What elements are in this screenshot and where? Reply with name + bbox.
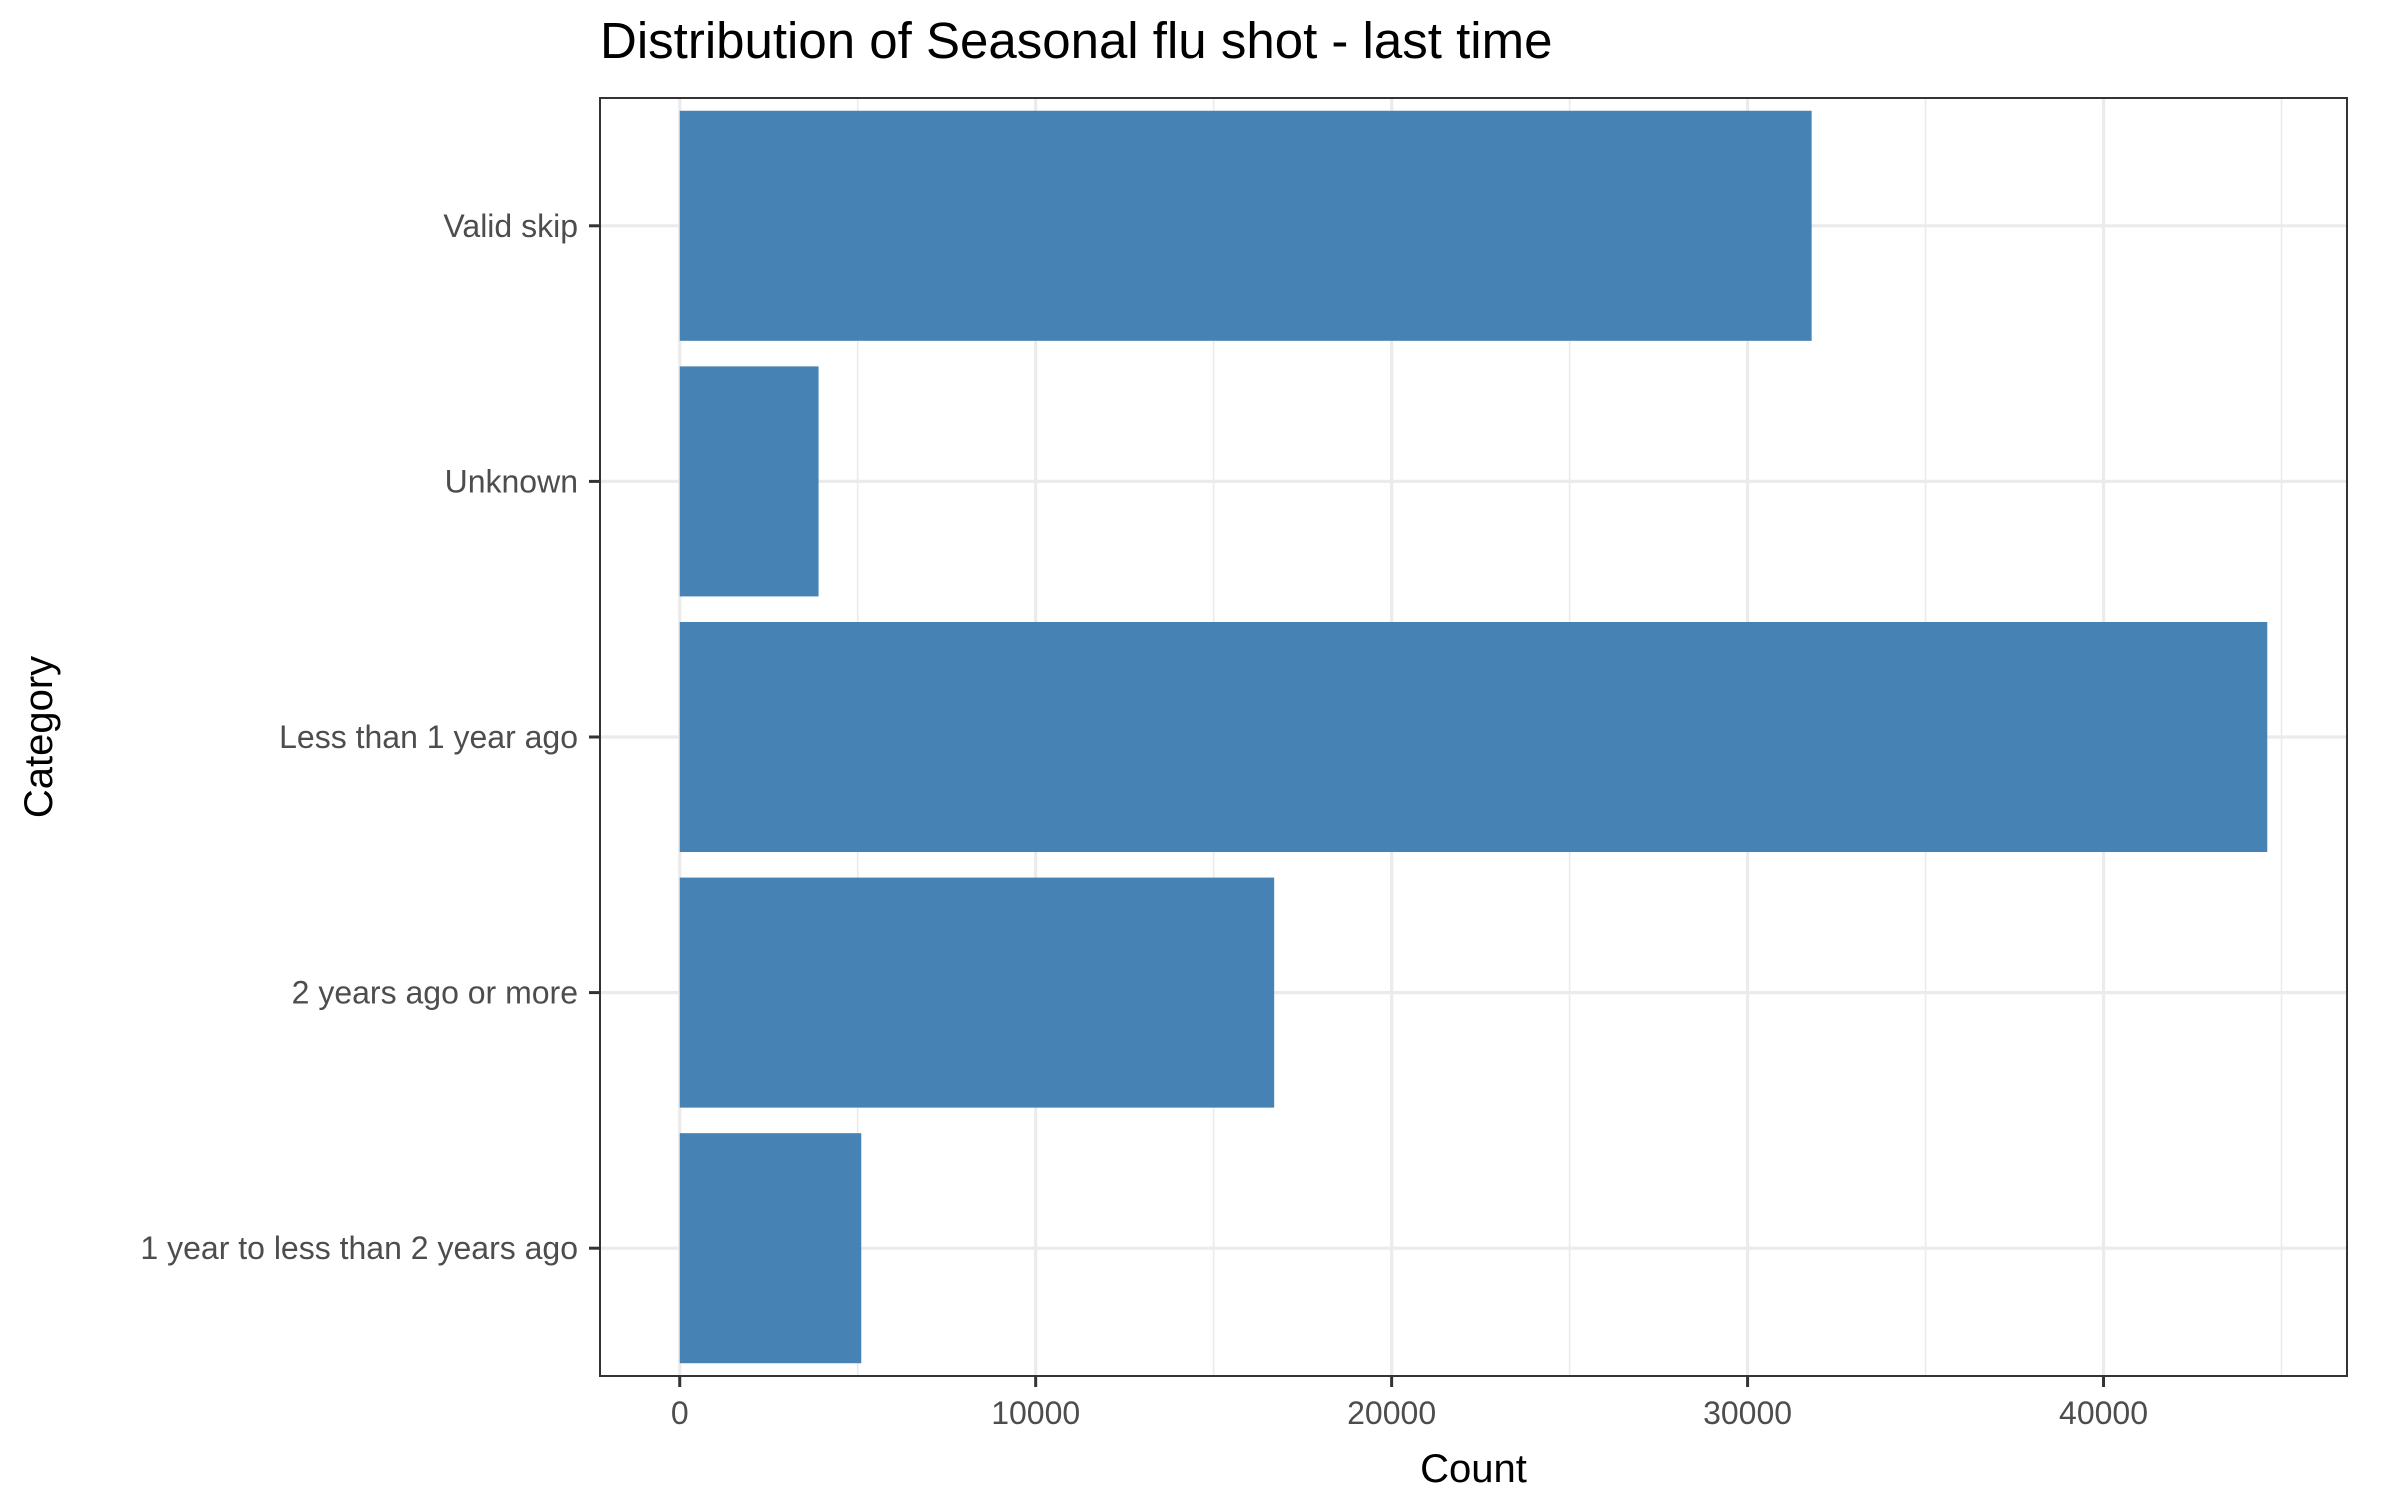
- bar-1-year-to-less-than-2-years-ago: [679, 1133, 862, 1364]
- x-tick-label: 10000: [991, 1395, 1080, 1431]
- x-axis-title: Count: [1420, 1447, 1527, 1491]
- y-tick-label: Unknown: [445, 463, 578, 499]
- y-axis-title: Category: [17, 656, 61, 818]
- x-tick-label: 40000: [2059, 1395, 2148, 1431]
- bar-unknown: [679, 366, 819, 597]
- x-tick-label: 20000: [1347, 1395, 1436, 1431]
- x-tick-label: 30000: [1703, 1395, 1792, 1431]
- bar-valid-skip: [679, 110, 1812, 341]
- axes: 0 10000 20000 30000 40000 1 year to less than…: [140, 208, 2148, 1431]
- y-tick-label: Less than 1 year ago: [279, 719, 578, 755]
- y-tick-label: Valid skip: [443, 208, 578, 244]
- x-tick-label: 0: [671, 1395, 689, 1431]
- bar-2-years-ago-or-more: [679, 877, 1275, 1108]
- bars: [679, 110, 2268, 1364]
- y-tick-label: 1 year to less than 2 years ago: [140, 1230, 578, 1266]
- y-tick-label: 2 years ago or more: [292, 975, 578, 1011]
- chart-title: Distribution of Seasonal flu shot - last…: [600, 12, 1552, 69]
- bar-less-than-1-year-ago: [679, 621, 2268, 853]
